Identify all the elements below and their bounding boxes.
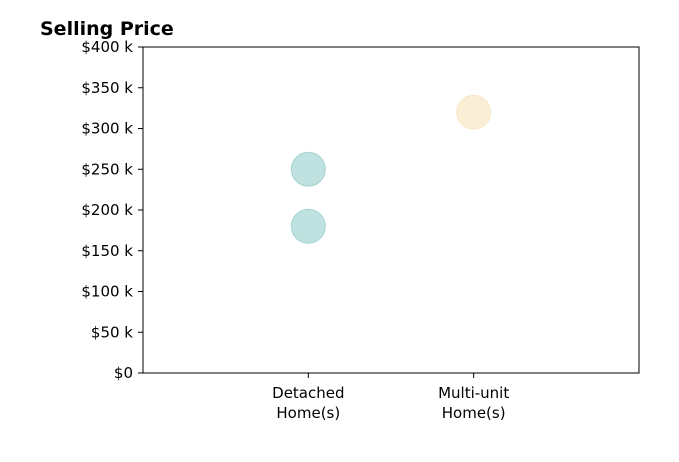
x-tick-label-line: Detached [272,384,344,402]
x-tick-label-1: Multi-unit Home(s) [438,384,509,422]
plot-frame [142,46,640,374]
x-tick-label-0: Detached Home(s) [272,384,344,422]
data-point-1 [290,208,326,244]
x-tick-label-line: Home(s) [442,404,506,422]
y-tick-label-0: $0 [114,364,133,382]
y-tick-label-3: $150 k [81,242,133,260]
x-tick-label-line: Multi-unit [438,384,509,402]
y-axis: $0 $50 k $100 k $150 k $200 k $250 k $300 k $35… [81,38,143,382]
y-tick-label-5: $250 k [81,160,133,178]
chart-marks [290,94,492,244]
y-tick-label-1: $50 k [91,323,133,341]
y-tick-label-6: $300 k [81,120,133,138]
data-point-2 [456,94,492,130]
y-tick-label-4: $200 k [81,201,133,219]
data-point-0 [290,151,326,187]
chart-title: Selling Price [40,18,174,40]
y-tick-label-2: $100 k [81,283,133,301]
x-tick-label-line: Home(s) [276,404,340,422]
y-tick-label-7: $350 k [81,79,133,97]
x-axis: Detached Home(s) Multi-unit Home(s) [272,373,509,422]
y-tick-label-8: $400 k [81,38,133,56]
